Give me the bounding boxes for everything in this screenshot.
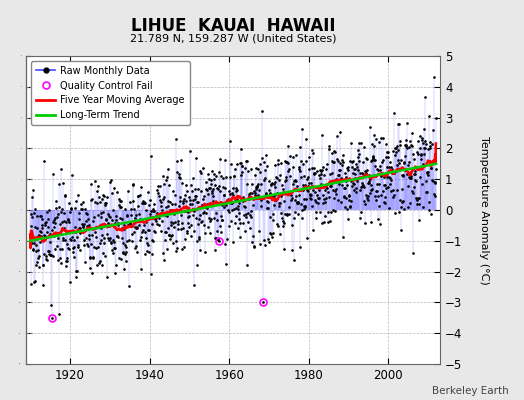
Title: LIHUE  KAUAI  HAWAII: LIHUE KAUAI HAWAII	[131, 17, 335, 35]
Text: Berkeley Earth: Berkeley Earth	[432, 386, 508, 396]
Legend: Raw Monthly Data, Quality Control Fail, Five Year Moving Average, Long-Term Tren: Raw Monthly Data, Quality Control Fail, …	[31, 61, 190, 125]
Text: 21.789 N, 159.287 W (United States): 21.789 N, 159.287 W (United States)	[130, 34, 336, 44]
Y-axis label: Temperature Anomaly (°C): Temperature Anomaly (°C)	[479, 136, 489, 284]
